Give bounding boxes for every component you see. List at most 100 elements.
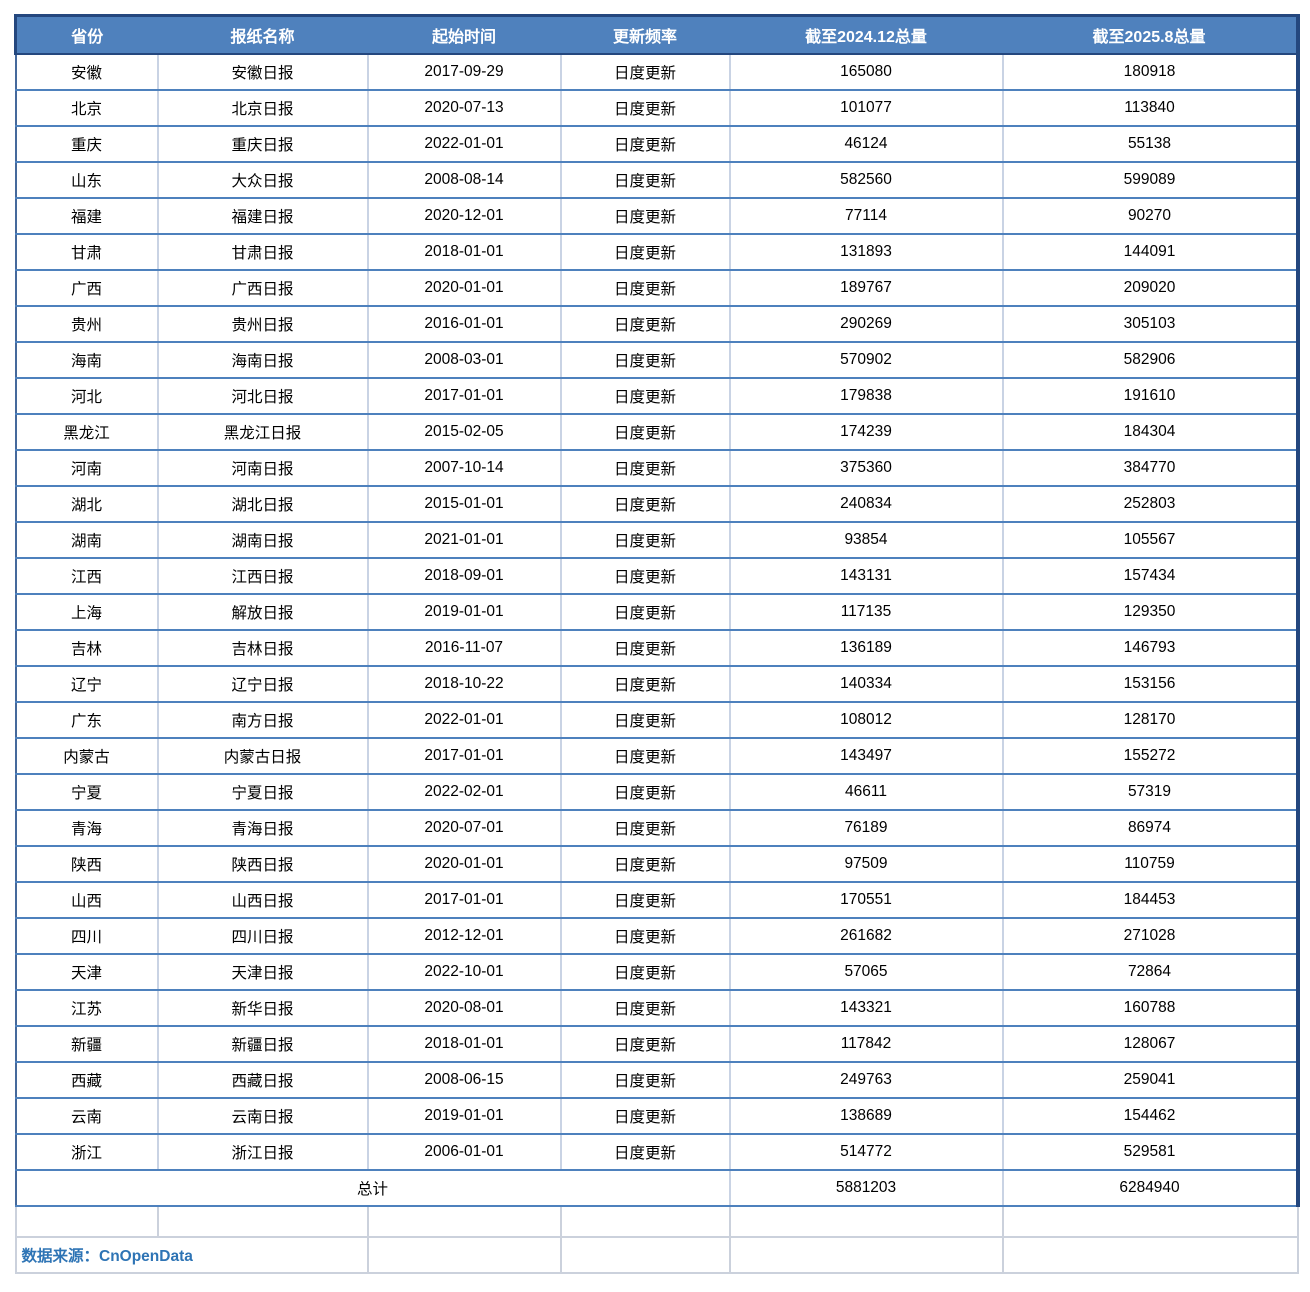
table-row: 重庆 重庆日报 2022-01-01 日度更新 46124 55138	[14, 126, 1300, 163]
frequency-cell: 日度更新	[559, 306, 730, 343]
newspaper-cell: 河南日报	[156, 450, 368, 487]
empty-cell	[728, 1236, 1004, 1274]
total-2025-8-cell: 384770	[1001, 450, 1300, 487]
newspaper-cell: 陕西日报	[156, 846, 368, 883]
total-2024-12-cell: 101077	[728, 90, 1003, 127]
frequency-cell: 日度更新	[559, 342, 730, 379]
newspaper-cell: 辽宁日报	[156, 666, 368, 703]
newspaper-cell: 广西日报	[156, 270, 368, 307]
start-date-cell: 2020-01-01	[366, 846, 561, 883]
total-2025-8-cell: 153156	[1001, 666, 1300, 703]
start-date-cell: 2018-10-22	[366, 666, 561, 703]
table-row: 浙江 浙江日报 2006-01-01 日度更新 514772 529581	[14, 1134, 1300, 1171]
total-2024-12-cell: 375360	[728, 450, 1003, 487]
table-footer: 总计 5881203 6284940 数据来源：CnOpenData	[14, 1170, 1300, 1274]
newspaper-cell: 福建日报	[156, 198, 368, 235]
frequency-cell: 日度更新	[559, 702, 730, 739]
table-row: 西藏 西藏日报 2008-06-15 日度更新 249763 259041	[14, 1062, 1300, 1099]
total-2025-8-cell: 305103	[1001, 306, 1300, 343]
province-cell: 四川	[14, 918, 158, 955]
start-date-cell: 2018-01-01	[366, 1026, 561, 1063]
start-date-cell: 2022-10-01	[366, 954, 561, 991]
newspaper-cell: 新疆日报	[156, 1026, 368, 1063]
total-2025-8-cell: 184453	[1001, 882, 1300, 919]
total-2024-12-cell: 240834	[728, 486, 1003, 523]
total-2025-8-cell: 154462	[1001, 1098, 1300, 1135]
total-2025-8-cell: 529581	[1001, 1134, 1300, 1171]
frequency-cell: 日度更新	[559, 1062, 730, 1099]
table-row: 河南 河南日报 2007-10-14 日度更新 375360 384770	[14, 450, 1300, 487]
total-2025-8-cell: 146793	[1001, 630, 1300, 667]
start-date-cell: 2008-03-01	[366, 342, 561, 379]
total-2025-8-cell: 105567	[1001, 522, 1300, 559]
table-row: 山西 山西日报 2017-01-01 日度更新 170551 184453	[14, 882, 1300, 919]
newspaper-cell: 江西日报	[156, 558, 368, 595]
empty-cell	[559, 1236, 731, 1274]
frequency-cell: 日度更新	[559, 90, 730, 127]
newspaper-cell: 四川日报	[156, 918, 368, 955]
total-2024-12-cell: 582560	[728, 162, 1003, 199]
province-cell: 广西	[14, 270, 158, 307]
total-2025-8-cell: 160788	[1001, 990, 1300, 1027]
province-cell: 内蒙古	[14, 738, 158, 775]
newspaper-cell: 西藏日报	[156, 1062, 368, 1099]
total-2025-8-cell: 252803	[1001, 486, 1300, 523]
province-cell: 重庆	[14, 126, 158, 163]
frequency-cell: 日度更新	[559, 954, 730, 991]
total-2025-8-cell: 55138	[1001, 126, 1300, 163]
start-date-cell: 2018-09-01	[366, 558, 561, 595]
table-header: 省份 报纸名称 起始时间 更新频率 截至2024.12总量 截至2025.8总量	[14, 14, 1300, 55]
province-cell: 天津	[14, 954, 158, 991]
table-row: 海南 海南日报 2008-03-01 日度更新 570902 582906	[14, 342, 1300, 379]
total-2024-12-cell: 138689	[728, 1098, 1003, 1135]
total-2025-8-cell: 128067	[1001, 1026, 1300, 1063]
empty-cell	[156, 1205, 369, 1238]
total-2025-8-cell: 271028	[1001, 918, 1300, 955]
table-row: 山东 大众日报 2008-08-14 日度更新 582560 599089	[14, 162, 1300, 199]
start-date-cell: 2008-06-15	[366, 1062, 561, 1099]
frequency-cell: 日度更新	[559, 450, 730, 487]
frequency-cell: 日度更新	[559, 1134, 730, 1171]
province-cell: 山西	[14, 882, 158, 919]
newspaper-cell: 湖北日报	[156, 486, 368, 523]
source-row: 数据来源：CnOpenData	[14, 1236, 1299, 1274]
province-cell: 上海	[14, 594, 158, 631]
empty-cell	[14, 1205, 159, 1238]
province-cell: 浙江	[14, 1134, 158, 1171]
column-header-province: 省份	[14, 14, 158, 55]
table-row: 河北 河北日报 2017-01-01 日度更新 179838 191610	[14, 378, 1300, 415]
table-row: 上海 解放日报 2019-01-01 日度更新 117135 129350	[14, 594, 1300, 631]
newspaper-cell: 海南日报	[156, 342, 368, 379]
newspaper-cell: 贵州日报	[156, 306, 368, 343]
start-date-cell: 2015-02-05	[366, 414, 561, 451]
total-2024-12-cell: 249763	[728, 1062, 1003, 1099]
province-cell: 山东	[14, 162, 158, 199]
province-cell: 海南	[14, 342, 158, 379]
table-row: 陕西 陕西日报 2020-01-01 日度更新 97509 110759	[14, 846, 1300, 883]
province-cell: 湖北	[14, 486, 158, 523]
total-2025-8-cell: 155272	[1001, 738, 1300, 775]
province-cell: 陕西	[14, 846, 158, 883]
province-cell: 广东	[14, 702, 158, 739]
newspaper-cell: 浙江日报	[156, 1134, 368, 1171]
province-cell: 安徽	[14, 54, 158, 91]
total-2024-12-cell: 117842	[728, 1026, 1003, 1063]
frequency-cell: 日度更新	[559, 810, 730, 847]
table-row: 江苏 新华日报 2020-08-01 日度更新 143321 160788	[14, 990, 1300, 1027]
province-cell: 辽宁	[14, 666, 158, 703]
total-2024-12-cell: 174239	[728, 414, 1003, 451]
start-date-cell: 2020-07-01	[366, 810, 561, 847]
frequency-cell: 日度更新	[559, 270, 730, 307]
total-2024-12-cell: 290269	[728, 306, 1003, 343]
start-date-cell: 2017-01-01	[366, 882, 561, 919]
newspaper-cell: 湖南日报	[156, 522, 368, 559]
newspaper-cell: 吉林日报	[156, 630, 368, 667]
total-row: 总计 5881203 6284940	[14, 1170, 1300, 1207]
province-cell: 福建	[14, 198, 158, 235]
empty-cell	[366, 1205, 562, 1238]
total-2025-8-cell: 599089	[1001, 162, 1300, 199]
frequency-cell: 日度更新	[559, 990, 730, 1027]
total-2024-12-cell: 77114	[728, 198, 1003, 235]
total-2025-8-cell: 57319	[1001, 774, 1300, 811]
newspaper-cell: 青海日报	[156, 810, 368, 847]
